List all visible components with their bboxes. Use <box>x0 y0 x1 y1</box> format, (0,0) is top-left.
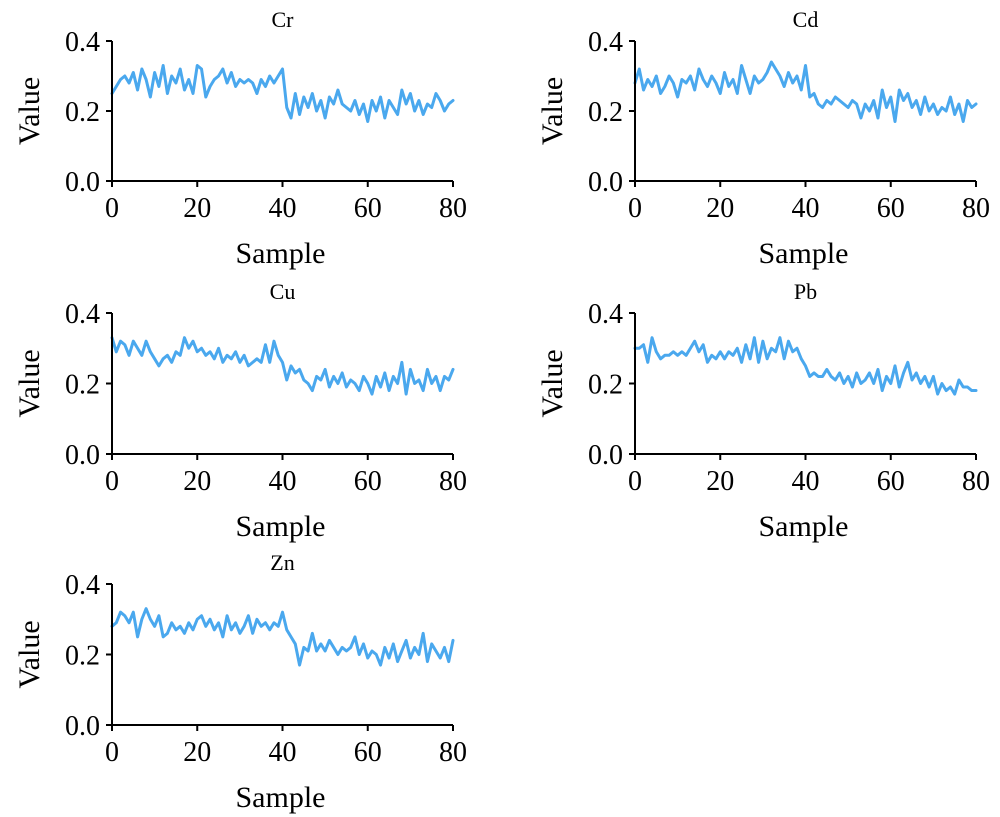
chart-title-cr: Cr <box>272 7 295 32</box>
chart-title-zn: Zn <box>270 550 294 575</box>
x-tick-label-pb: 0 <box>628 466 642 497</box>
y-tick-label-cu: 0.4 <box>65 299 100 330</box>
x-tick-label-pb: 40 <box>792 466 820 497</box>
x-tick-label-cr: 40 <box>269 193 297 224</box>
y-tick-label-pb: 0.0 <box>588 440 623 471</box>
x-axis-label-cr: Sample <box>236 237 326 270</box>
chart-panel-pb: Pb 0.0 0.2 0.4 0 20 40 60 80 Sample Value <box>536 279 990 543</box>
x-tick-label-cd: 60 <box>877 193 905 224</box>
x-tick-label-cu: 0 <box>105 466 119 497</box>
y-tick-label-cu: 0.2 <box>65 370 100 401</box>
y-axis-label-cr: Value <box>13 77 46 145</box>
y-tick-label-zn: 0.2 <box>65 641 100 672</box>
y-tick-label-cr: 0.4 <box>65 27 100 58</box>
x-tick-label-cr: 80 <box>439 193 467 224</box>
y-tick-label-cr: 0.2 <box>65 97 100 128</box>
x-tick-label-zn: 80 <box>439 737 467 768</box>
series-line-zn <box>110 607 455 667</box>
series-line-cd <box>633 60 978 123</box>
x-tick-label-cr: 20 <box>183 193 211 224</box>
x-tick-label-zn: 60 <box>354 737 382 768</box>
y-tick-label-cr: 0.0 <box>65 167 100 198</box>
x-tick-label-cu: 40 <box>269 466 297 497</box>
y-tick-label-zn: 0.0 <box>65 711 100 742</box>
y-axis-label-pb: Value <box>536 349 569 417</box>
y-tick-label-cd: 0.0 <box>588 167 623 198</box>
x-axis-label-pb: Sample <box>759 510 849 543</box>
y-tick-label-cd: 0.2 <box>588 97 623 128</box>
series-line-cu <box>110 336 455 396</box>
x-tick-label-cr: 60 <box>354 193 382 224</box>
y-tick-label-cu: 0.0 <box>65 440 100 471</box>
y-axis-label-cu: Value <box>13 349 46 417</box>
x-tick-label-zn: 40 <box>269 737 297 768</box>
x-tick-label-pb: 20 <box>706 466 734 497</box>
chart-title-pb: Pb <box>794 279 817 304</box>
chart-panel-zn: Zn 0.0 0.2 0.4 0 20 40 60 80 Sample Value <box>13 550 467 814</box>
x-tick-label-pb: 80 <box>962 466 990 497</box>
y-tick-label-cd: 0.4 <box>588 27 623 58</box>
chart-panel-cd: Cd 0.0 0.2 0.4 0 20 40 60 80 Sample Value <box>536 7 990 270</box>
chart-panel-cr: Cr 0.0 0.2 0.4 0 20 40 60 80 Sample Value <box>13 7 467 270</box>
x-axis-label-cd: Sample <box>759 237 849 270</box>
x-tick-label-cu: 80 <box>439 466 467 497</box>
chart-panel-cu: Cu 0.0 0.2 0.4 0 20 40 60 80 Sample Value <box>13 279 467 543</box>
x-tick-label-cd: 0 <box>628 193 642 224</box>
x-axis-label-zn: Sample <box>236 781 326 814</box>
y-tick-label-pb: 0.4 <box>588 299 623 330</box>
x-tick-label-cd: 80 <box>962 193 990 224</box>
x-tick-label-zn: 20 <box>183 737 211 768</box>
series-line-pb <box>633 336 978 396</box>
x-axis-label-cu: Sample <box>236 510 326 543</box>
y-tick-label-zn: 0.4 <box>65 570 100 601</box>
y-axis-label-cd: Value <box>536 77 569 145</box>
x-tick-label-pb: 60 <box>877 466 905 497</box>
x-tick-label-cu: 20 <box>183 466 211 497</box>
x-tick-label-cu: 60 <box>354 466 382 497</box>
x-tick-label-zn: 0 <box>105 737 119 768</box>
x-tick-label-cd: 20 <box>706 193 734 224</box>
y-tick-label-pb: 0.2 <box>588 370 623 401</box>
y-axis-label-zn: Value <box>13 620 46 688</box>
x-tick-label-cr: 0 <box>105 193 119 224</box>
series-line-cr <box>110 64 455 123</box>
chart-title-cd: Cd <box>793 7 819 32</box>
chart-title-cu: Cu <box>270 279 296 304</box>
x-tick-label-cd: 40 <box>792 193 820 224</box>
